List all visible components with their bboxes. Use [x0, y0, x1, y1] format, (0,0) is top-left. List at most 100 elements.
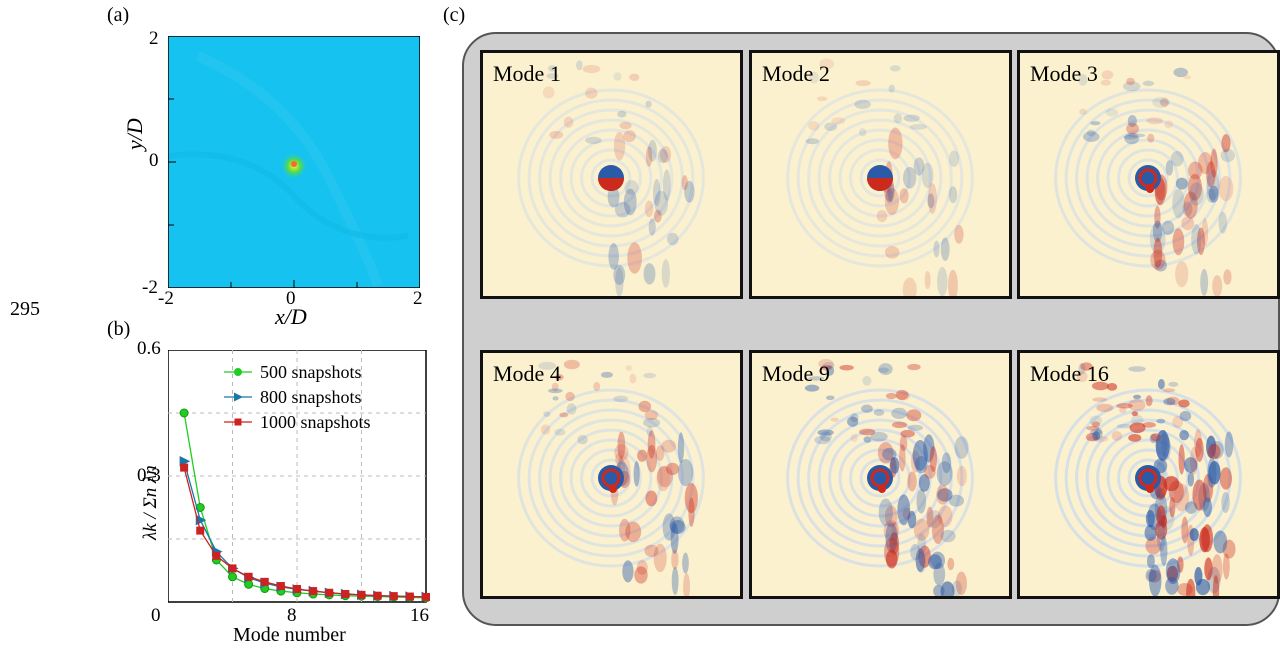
wake-structure — [644, 200, 654, 218]
upstream-structure — [850, 413, 859, 423]
wake-structure — [1172, 188, 1185, 219]
wake-structure — [1206, 435, 1217, 459]
upstream-structure — [1172, 416, 1184, 428]
upstream-structure — [1147, 133, 1155, 143]
upstream-structure — [638, 400, 652, 413]
upstream-structure — [585, 136, 602, 145]
wake-structure — [614, 444, 629, 461]
upstream-structure — [1150, 433, 1161, 442]
upstream-structure — [540, 424, 551, 435]
spiral-band — [580, 448, 642, 508]
wake-structure — [1184, 501, 1198, 514]
upstream-structure — [1105, 108, 1119, 117]
wake-structure — [1152, 220, 1163, 243]
wake-structure — [657, 148, 668, 164]
wake-structure — [1221, 491, 1230, 513]
wake-structure — [927, 193, 935, 209]
wake-structure — [634, 566, 648, 584]
wake-structure — [1181, 516, 1189, 544]
panel-a-ylabel: y/D — [122, 118, 147, 150]
upstream-structure — [891, 421, 908, 429]
wake-structure — [887, 182, 895, 203]
upstream-structure — [1086, 425, 1099, 431]
wake-structure — [1192, 479, 1207, 511]
wake-structure — [1175, 177, 1188, 190]
spiral-band — [590, 458, 632, 498]
upstream-structure — [1090, 121, 1101, 126]
panel-b-label: (b) — [107, 318, 131, 340]
upstream-structure — [546, 73, 559, 80]
wake-structure — [677, 432, 685, 464]
panel-b-ytick-top: 0.6 — [137, 338, 161, 359]
wake-structure — [915, 548, 926, 573]
upstream-structure — [859, 128, 867, 137]
data-point-s3-14 — [389, 592, 398, 601]
wake-structure — [954, 225, 964, 244]
mode-panel-3: Mode 3 — [1017, 50, 1280, 299]
upstream-structure — [1128, 399, 1146, 411]
upstream-structure — [1166, 396, 1180, 406]
mode-panel-9: Mode 9 — [749, 350, 1012, 599]
panel-a-ytick-top: 2 — [149, 28, 159, 49]
upstream-structure — [861, 404, 873, 413]
wake-structure — [928, 554, 942, 570]
upstream-structure — [855, 80, 871, 87]
wake-structure — [623, 188, 637, 216]
upstream-structure — [817, 429, 834, 436]
upstream-structure — [909, 123, 927, 130]
wake-structure — [653, 543, 667, 573]
wake-structure — [907, 510, 917, 529]
wake-structure — [927, 183, 937, 215]
wake-structure — [1208, 460, 1221, 485]
wake-structure — [1196, 227, 1205, 256]
wake-structure — [940, 237, 950, 262]
spiral-band — [796, 398, 964, 558]
wake-structure — [1170, 150, 1184, 167]
spiral-band — [569, 438, 653, 518]
upstream-structure — [885, 392, 897, 400]
core-positive-lobe — [1146, 185, 1154, 193]
wake-structure — [931, 514, 944, 544]
upstream-structure — [582, 64, 601, 74]
wake-structure — [916, 489, 927, 514]
wake-structure — [1189, 528, 1199, 542]
upstream-structure — [644, 410, 659, 421]
wake-structure — [924, 465, 936, 479]
spiral-band — [1064, 98, 1232, 258]
upstream-structure — [593, 381, 601, 392]
wake-structure — [933, 240, 940, 258]
spiral-band — [548, 418, 674, 538]
spiral-band — [1064, 398, 1232, 558]
wake-structure — [1186, 578, 1196, 596]
legend-marker-2 — [234, 392, 243, 402]
spiral-band — [807, 408, 953, 548]
wake-structure — [624, 180, 639, 195]
wake-structure — [955, 571, 967, 596]
upstream-structure — [1164, 120, 1174, 129]
wake-structure — [669, 520, 686, 535]
wake-structure — [876, 210, 888, 223]
upstream-structure — [847, 416, 859, 427]
wake-structure — [1220, 148, 1235, 163]
wake-structure — [882, 447, 897, 461]
panel-b-xtick-mid: 8 — [287, 605, 297, 626]
spiral-band — [538, 408, 684, 548]
data-point-s3-9 — [309, 587, 318, 596]
wake-structure — [625, 521, 642, 543]
spiral-band — [1117, 448, 1179, 508]
upstream-structure — [1152, 96, 1170, 108]
upstream-structure — [900, 429, 915, 438]
panel-b-ylabel: λk / Σn λn — [140, 465, 161, 540]
upstream-structure — [830, 417, 839, 422]
wake-structure — [948, 494, 965, 507]
upstream-structure — [1091, 381, 1109, 391]
wake-structure — [916, 551, 927, 573]
wake-structure — [1188, 161, 1203, 180]
wake-structure — [899, 188, 909, 204]
upstream-structure — [1129, 422, 1146, 434]
upstream-structure — [555, 374, 564, 381]
upstream-structure — [1123, 134, 1138, 140]
upstream-structure — [1127, 115, 1137, 127]
upstream-structure — [862, 375, 872, 386]
spiral-band — [1117, 148, 1179, 208]
